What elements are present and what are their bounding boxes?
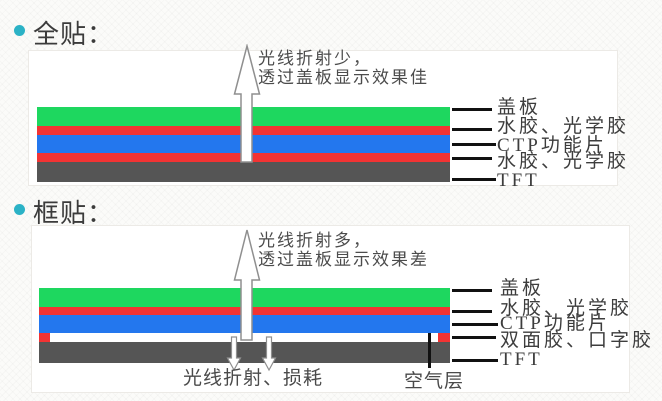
up-arrow-icon xyxy=(233,229,261,341)
up-arrow-icon xyxy=(233,44,261,163)
down-arrows-icon xyxy=(226,336,277,372)
annotation-line: 光线折射少， xyxy=(258,49,372,68)
bullet-dot xyxy=(14,204,25,215)
annotation-line: 透过盖板显示效果佳 xyxy=(258,68,429,87)
callout-line xyxy=(452,157,492,160)
layer-tft xyxy=(39,342,450,363)
callout-line xyxy=(452,310,492,313)
air-layer-label: 空气层 xyxy=(404,371,465,392)
callout-line xyxy=(452,336,496,339)
layer-label-frame-adhesive: 双面胶、口字胶 xyxy=(500,330,655,351)
annotation-line: 光线折射多， xyxy=(258,231,372,250)
edge-adhesive-right xyxy=(438,333,450,342)
section-title-full-lamination: 全贴： xyxy=(33,20,115,49)
annotation-line: 透过盖板显示效果差 xyxy=(258,250,429,269)
callout-line xyxy=(452,128,492,131)
callout-line xyxy=(452,323,498,326)
section-title-frame-lamination: 框贴： xyxy=(33,199,115,228)
light-loss-label: 光线折射、损耗 xyxy=(183,368,324,389)
layer-label-glue-top: 水胶、光学胶 xyxy=(500,298,633,319)
air-layer-pointer-line xyxy=(428,333,431,368)
callout-line xyxy=(452,359,498,362)
frame-lamination-annotation: 光线折射多， 透过盖板显示效果差 xyxy=(258,231,429,269)
callout-line xyxy=(452,143,496,146)
layer-label-ctp: CTP功能片 xyxy=(500,313,610,334)
edge-adhesive-left xyxy=(39,333,50,342)
bullet-dot xyxy=(14,25,25,36)
layer-label-ctp: CTP功能片 xyxy=(497,135,607,156)
full-lamination-annotation: 光线折射少， 透过盖板显示效果佳 xyxy=(258,49,429,87)
callout-line xyxy=(452,108,492,111)
layer-label-tft: TFT xyxy=(497,170,540,191)
layer-label-cover: 盖板 xyxy=(500,278,545,299)
layer-label-tft: TFT xyxy=(500,349,543,370)
layer-label-cover: 盖板 xyxy=(497,97,542,118)
callout-line xyxy=(452,178,496,181)
layer-tft xyxy=(37,162,450,182)
layer-label-glue-top: 水胶、光学胶 xyxy=(497,116,630,137)
layer-label-glue-bottom: 水胶、光学胶 xyxy=(497,151,630,172)
callout-line xyxy=(452,289,492,292)
